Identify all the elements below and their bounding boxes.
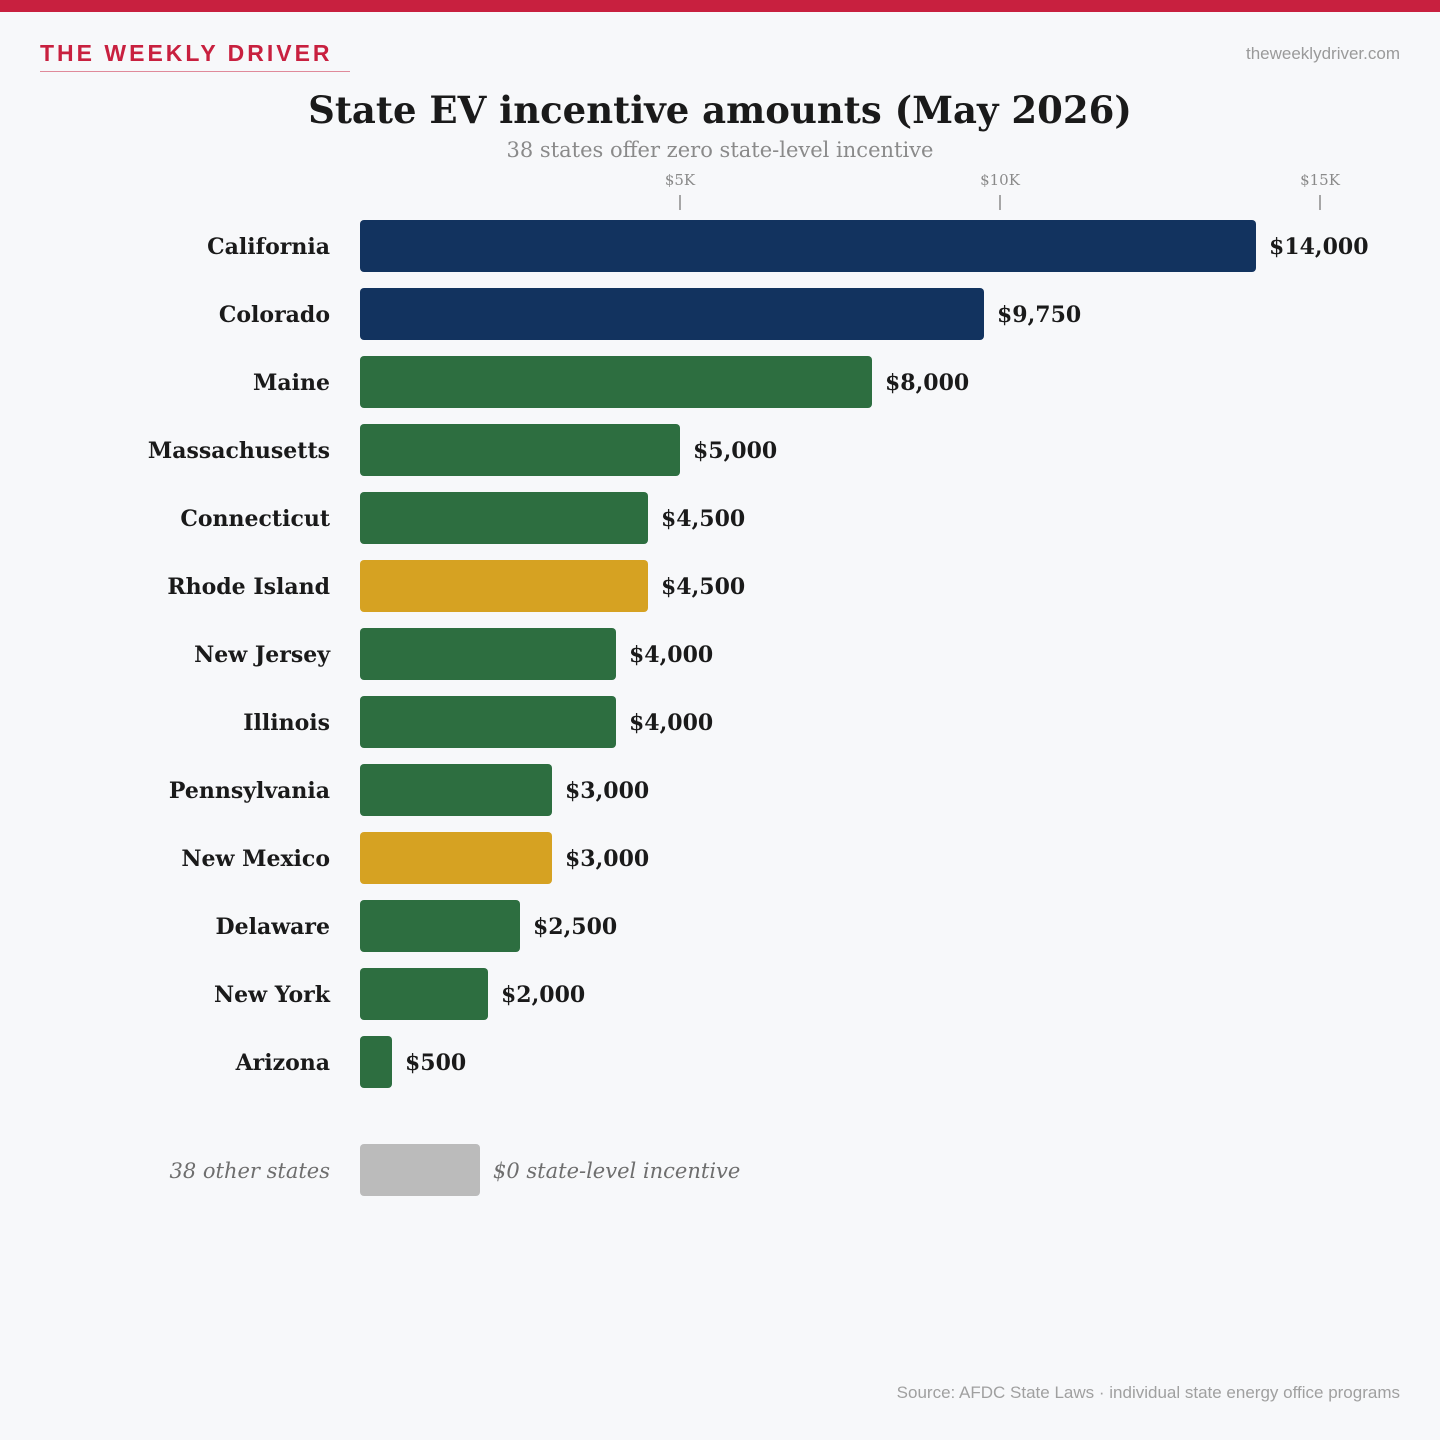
bar (360, 900, 520, 952)
other-states-bar (360, 1144, 480, 1196)
category-label: Illinois (243, 710, 330, 736)
category-label: New Jersey (194, 642, 331, 668)
bar (360, 220, 1256, 272)
data-label: $4,000 (629, 710, 713, 736)
data-label: $3,000 (565, 778, 649, 804)
chart-subtitle: 38 states offer zero state-level incenti… (506, 138, 934, 162)
category-label: Rhode Island (167, 574, 330, 600)
data-label: $2,000 (501, 982, 585, 1008)
data-label: $8,000 (885, 370, 969, 396)
chart-title: State EV incentive amounts (May 2026) (308, 88, 1132, 132)
data-label: $500 (405, 1050, 466, 1076)
bar (360, 968, 488, 1020)
data-label: $4,500 (661, 506, 745, 532)
bar (360, 764, 552, 816)
category-label: Delaware (216, 914, 330, 940)
brand-logo-text: THE WEEKLY DRIVER (40, 40, 333, 66)
source-note: Source: AFDC State Laws · individual sta… (896, 1383, 1400, 1402)
bar (360, 288, 984, 340)
category-label: Massachusetts (148, 438, 330, 464)
data-label: $9,750 (997, 302, 1081, 328)
bar (360, 696, 616, 748)
data-label: $4,500 (661, 574, 745, 600)
category-label: Maine (253, 370, 330, 396)
category-label: Connecticut (180, 506, 330, 532)
data-label: $4,000 (629, 642, 713, 668)
site-url: theweeklydriver.com (1245, 44, 1400, 63)
data-label: $5,000 (693, 438, 777, 464)
category-label: Arizona (235, 1050, 330, 1076)
bar (360, 628, 616, 680)
bar (360, 560, 648, 612)
x-tick-label: $10K (980, 171, 1021, 189)
data-label: $2,500 (533, 914, 617, 940)
data-label: $3,000 (565, 846, 649, 872)
top-accent-bar (0, 0, 1440, 12)
category-label: Colorado (219, 302, 330, 328)
x-tick-label: $15K (1300, 171, 1341, 189)
bar (360, 356, 872, 408)
bar (360, 424, 680, 476)
bar (360, 1036, 392, 1088)
x-tick-label: $5K (665, 171, 696, 189)
category-label: California (207, 234, 330, 260)
brand-underline (40, 71, 350, 72)
bar (360, 832, 552, 884)
other-states-note: $0 state-level incentive (493, 1159, 740, 1183)
category-label: New Mexico (181, 846, 330, 872)
other-states-label: 38 other states (169, 1159, 330, 1183)
category-label: New York (214, 982, 331, 1008)
bar (360, 492, 648, 544)
category-label: Pennsylvania (169, 778, 330, 804)
data-label: $14,000 (1269, 234, 1369, 260)
